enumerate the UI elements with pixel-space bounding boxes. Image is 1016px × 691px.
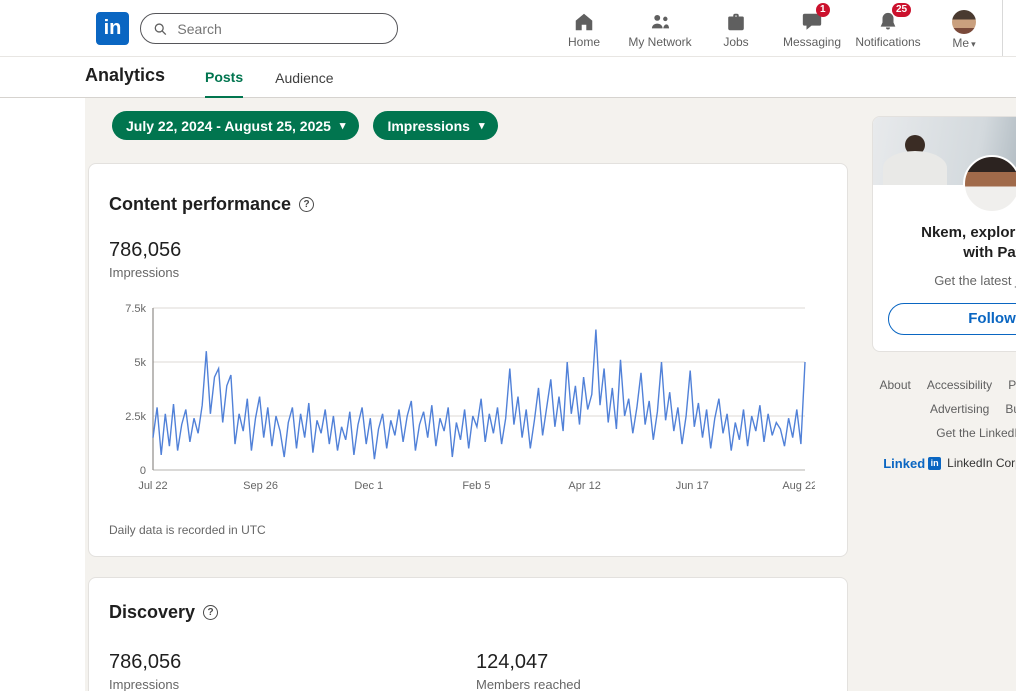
svg-text:Aug 22: Aug 22 (782, 480, 815, 492)
svg-text:5k: 5k (134, 357, 146, 369)
analytics-tabs: Posts Audience (205, 57, 334, 98)
discovery-members-label: Members reached (476, 677, 581, 691)
nav-jobs[interactable]: Jobs (698, 0, 774, 56)
chart-container: 0 2.5k 5k 7.5k Jul 22 Sep 26 Dec 1 Feb 5 Apr 12 J… (109, 298, 827, 503)
svg-text:0: 0 (140, 465, 146, 477)
nav-notifications-label: Notifications (855, 34, 921, 49)
nav-overflow-item[interactable]: P (1003, 0, 1016, 56)
svg-text:2.5k: 2.5k (125, 411, 146, 423)
tab-audience[interactable]: Audience (275, 69, 334, 86)
discovery-metrics: 786,056 Impressions 124,047 Members reac… (109, 651, 827, 691)
page-title: Analytics (85, 65, 166, 85)
copyright-text: LinkedIn Corporation © 2025 (947, 456, 1016, 470)
person-silhouette (905, 135, 925, 155)
caret-down-icon: ▾ (478, 120, 485, 132)
discovery-members-reached: 124,047 Members reached (476, 651, 581, 691)
promo-card: Nkem, explore relev with Pat Get the lat… (872, 116, 1016, 352)
home-icon (575, 13, 593, 30)
impressions-total-value: 786,056 (109, 239, 182, 261)
search-box[interactable] (140, 13, 398, 44)
svg-text:7.5k: 7.5k (125, 303, 146, 315)
date-range-filter-label: July 22, 2024 - August 25, 2025 (126, 117, 331, 134)
discovery-impressions-value: 786,056 (109, 651, 182, 673)
footer-brand: Linked in LinkedIn Corporation © 2025 (872, 456, 1016, 471)
footer-link-business[interactable]: Business (1005, 401, 1016, 416)
nav-me-label: Me ▾ (952, 35, 976, 50)
svg-text:Jun 17: Jun 17 (676, 480, 709, 492)
content-performance-title: Content performance (109, 194, 292, 214)
discovery-card: Discovery ? 786,056 Impressions 124,047 … (88, 577, 848, 691)
date-range-filter-button[interactable]: July 22, 2024 - August 25, 2025 ▾ (112, 111, 360, 140)
me-avatar (952, 9, 976, 34)
footer-link-accessibility[interactable]: Accessibility (926, 377, 993, 392)
notifications-badge: 25 (892, 3, 912, 17)
help-icon[interactable]: ? (299, 197, 315, 212)
nav-home[interactable]: Home (546, 0, 622, 56)
svg-text:Feb 5: Feb 5 (462, 480, 490, 492)
right-rail: Nkem, explore relev with Pat Get the lat… (872, 116, 1016, 471)
nav-me[interactable]: Me ▾ (926, 0, 1002, 56)
linkedin-badge-icon: in (928, 456, 942, 470)
caret-down-icon: ▾ (971, 38, 976, 49)
footer-link-privacy-terms[interactable]: Privacy & Terms ▾ (1008, 377, 1016, 392)
footer-link-about[interactable]: About (879, 377, 911, 392)
tab-posts[interactable]: Posts (205, 57, 244, 98)
svg-text:Dec 1: Dec 1 (354, 480, 383, 492)
svg-text:Apr 12: Apr 12 (568, 480, 600, 492)
nav-items: Home My Network Jobs 1 Messaging 25 (546, 0, 1016, 56)
impressions-chart[interactable]: 0 2.5k 5k 7.5k Jul 22 Sep 26 Dec 1 Feb 5 Apr 12 J… (109, 298, 817, 498)
discovery-members-value: 124,047 (476, 651, 549, 673)
top-navigation: in Home My Network Jobs 1 (0, 0, 1016, 57)
impressions-total-label: Impressions (109, 265, 180, 280)
content-column: July 22, 2024 - August 25, 2025 ▾ Impres… (88, 98, 848, 691)
nav-notifications[interactable]: 25 Notifications (850, 0, 926, 56)
discovery-impressions: 786,056 Impressions (109, 651, 189, 691)
promo-headline: Nkem, explore relev with Pat (921, 224, 1016, 262)
footer-links: About Accessibility Privacy & Terms ▾ Ad… (872, 378, 1016, 440)
promo-subtext: Get the latest jobs a (934, 272, 1016, 288)
main-content-area: July 22, 2024 - August 25, 2025 ▾ Impres… (85, 98, 1016, 691)
analytics-subheader: Analytics Posts Audience (0, 57, 1016, 98)
chart-footnote: Daily data is recorded in UTC (109, 523, 266, 537)
nav-messaging[interactable]: 1 Messaging (774, 0, 850, 56)
filters-row: July 22, 2024 - August 25, 2025 ▾ Impres… (112, 111, 848, 140)
footer-link-get-app[interactable]: Get the LinkedIn app (936, 425, 1016, 440)
nav-home-label: Home (567, 34, 600, 49)
svg-text:Sep 26: Sep 26 (243, 480, 278, 492)
jobs-icon (728, 13, 744, 30)
nav-my-network-label: My Network (628, 34, 692, 49)
follow-button[interactable]: Follow (888, 302, 1016, 335)
search-icon (154, 22, 167, 35)
caret-down-icon: ▾ (339, 120, 346, 132)
svg-text:Jul 22: Jul 22 (138, 480, 167, 492)
metric-filter-button[interactable]: Impressions ▾ (373, 111, 499, 140)
nav-my-network[interactable]: My Network (622, 0, 698, 56)
footer-link-advertising[interactable]: Advertising (929, 401, 990, 416)
discovery-impressions-label: Impressions (109, 677, 180, 691)
notifications-icon (880, 12, 896, 30)
metric-filter-label: Impressions (387, 117, 470, 134)
content-performance-card: Content performance ? 786,056 Impression… (88, 163, 848, 557)
nav-divider (1002, 0, 1003, 56)
nav-jobs-label: Jobs (723, 34, 749, 49)
linkedin-logo[interactable]: in (96, 12, 129, 45)
my-network-icon (651, 14, 670, 28)
nav-messaging-label: Messaging (782, 34, 842, 49)
linkedin-wordmark: Linked (883, 455, 926, 471)
messaging-icon (802, 13, 822, 30)
messaging-badge: 1 (816, 3, 830, 17)
promo-avatar (963, 155, 1016, 213)
discovery-title: Discovery (109, 602, 196, 622)
help-icon[interactable]: ? (203, 605, 219, 620)
search-input[interactable] (175, 19, 385, 38)
